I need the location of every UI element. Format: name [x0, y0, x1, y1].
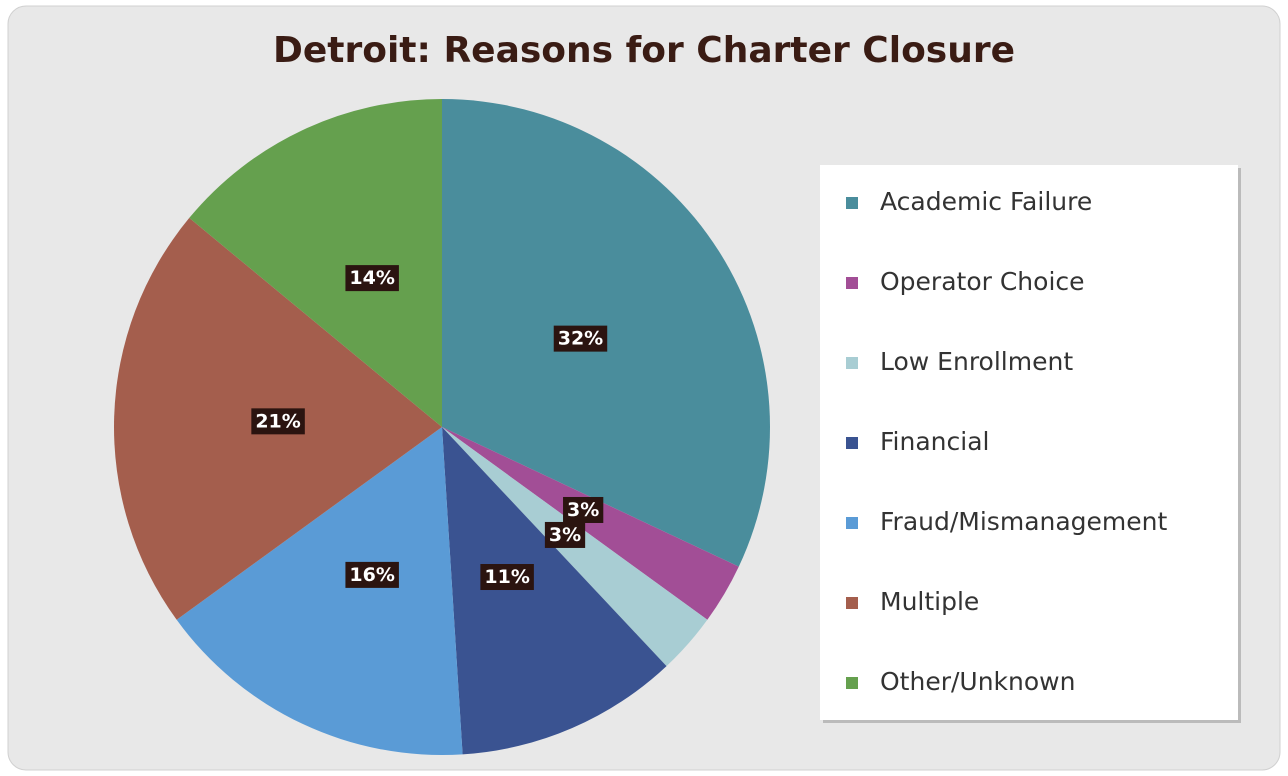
value-label: 14% [349, 267, 394, 289]
legend-marker [846, 357, 858, 369]
pie-slice [176, 427, 463, 755]
value-label-bg [251, 408, 305, 435]
pie-slice [442, 427, 739, 620]
value-label-bg [563, 496, 604, 523]
value-label: 3% [549, 524, 581, 546]
value-label-bg [544, 521, 586, 548]
legend-marker [846, 677, 858, 689]
value-label: 21% [255, 410, 300, 432]
legend-marker [846, 517, 858, 529]
legend-label: Low Enrollment [880, 347, 1073, 376]
pie-slice [442, 427, 667, 755]
value-label-bg [480, 564, 534, 591]
legend-marker [846, 277, 858, 289]
legend-marker [846, 597, 858, 609]
value-label: 11% [484, 566, 529, 588]
value-label-bg [345, 561, 399, 588]
value-label: 16% [349, 564, 394, 586]
legend-label: Operator Choice [880, 267, 1085, 296]
legend-label: Academic Failure [880, 187, 1092, 216]
legend-marker [846, 197, 858, 209]
legend-label: Multiple [880, 587, 979, 616]
legend-label: Financial [880, 427, 989, 456]
value-label-bg [345, 265, 399, 292]
legend-label: Other/Unknown [880, 667, 1075, 696]
chart-title: Detroit: Reasons for Charter Closure [273, 30, 1015, 71]
legend-marker [846, 437, 858, 449]
legend-box [820, 165, 1238, 720]
legend-label: Fraud/Mismanagement [880, 507, 1168, 536]
value-label-bg [553, 325, 608, 352]
pie-slice [189, 99, 442, 427]
value-label: 3% [567, 499, 599, 521]
value-label: 32% [558, 328, 603, 350]
